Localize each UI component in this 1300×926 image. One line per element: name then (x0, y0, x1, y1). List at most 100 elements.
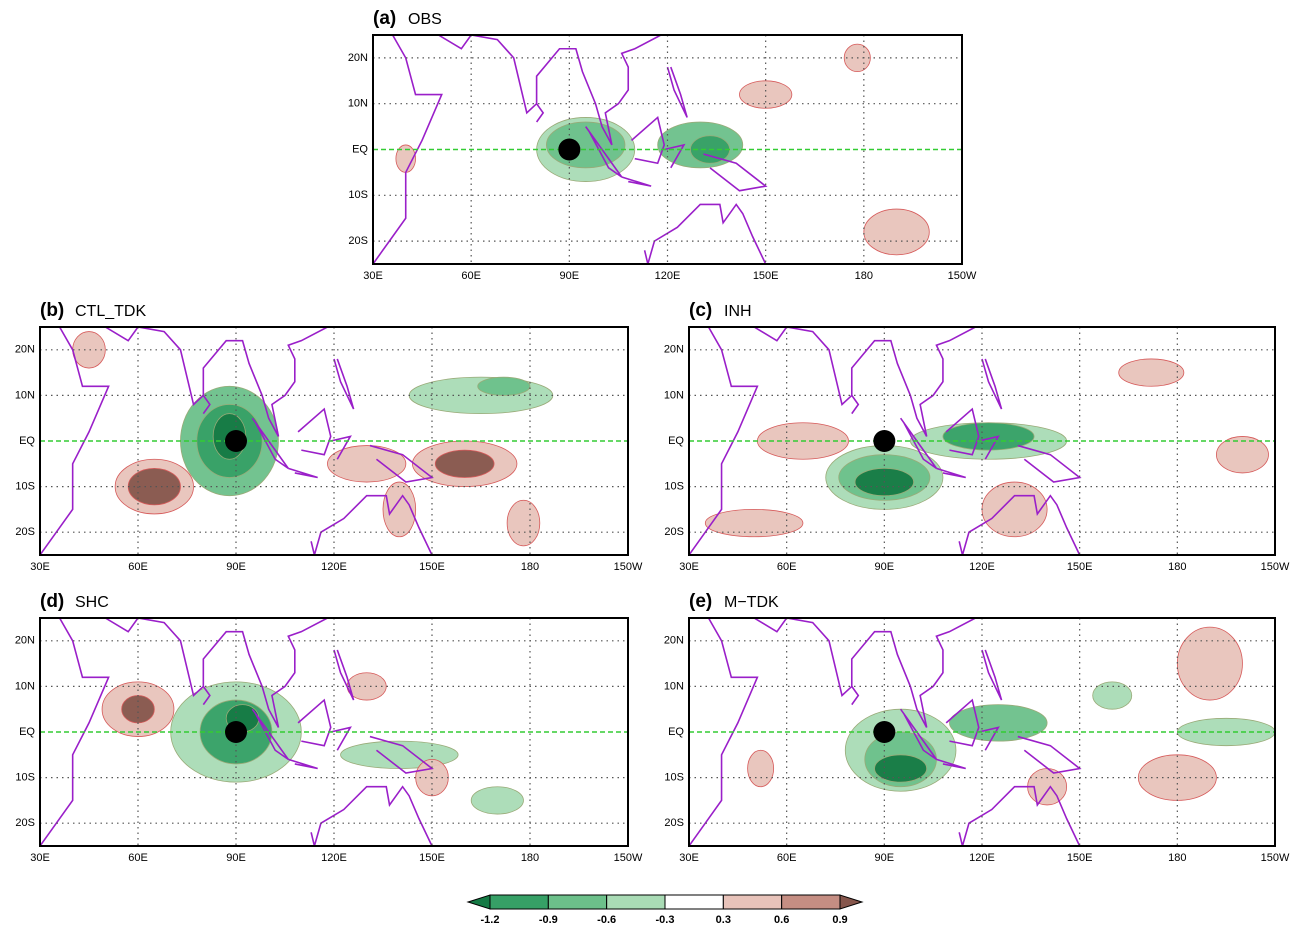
colorbar: -1.2 -0.9 -0.6 -0.3 0.3 0.6 0.9 (466, 894, 864, 926)
coastline (373, 35, 443, 264)
lon-tick-label: 150E (419, 561, 445, 573)
lon-tick-label: 180 (1168, 852, 1186, 864)
anomaly-contour (942, 422, 1035, 451)
coastline (753, 327, 976, 437)
coastline (1017, 444, 1082, 483)
panel-title: OBS (408, 11, 442, 28)
lat-tick-label: EQ (19, 435, 35, 447)
coastline (958, 494, 1081, 555)
lat-tick-label: 10S (15, 772, 35, 784)
coastline (104, 618, 328, 728)
anomaly-contour (981, 481, 1048, 538)
coastline (40, 327, 110, 555)
coastline (330, 726, 352, 751)
lon-tick-label: 150E (419, 852, 445, 864)
lat-tick-label: 20N (15, 635, 35, 647)
anomaly-contour (506, 499, 541, 547)
coastline (40, 618, 110, 846)
panel-title: CTL_TDK (75, 303, 146, 320)
lon-tick-label: 90E (226, 561, 246, 573)
lat-tick-label: EQ (19, 726, 35, 738)
coastline (310, 494, 433, 555)
coastline (981, 358, 1003, 410)
coastline (202, 685, 211, 706)
lon-tick-label: 30E (363, 270, 383, 282)
reference-point (873, 721, 896, 743)
lat-tick-label: EQ (668, 435, 684, 447)
colorbar-segment (664, 894, 724, 910)
lon-tick-label: 60E (461, 270, 481, 282)
map-content (373, 35, 962, 264)
lat-tick-label: 20S (348, 235, 368, 247)
lon-tick-label: 150W (1261, 852, 1290, 864)
panel-title: SHC (75, 594, 109, 611)
lat-tick-label: 10N (348, 98, 368, 110)
lat-tick-label: 20S (15, 526, 35, 538)
colorbar-segment (722, 894, 783, 910)
lon-tick-label: 30E (30, 852, 50, 864)
colorbar-segment (547, 894, 608, 910)
coastline (333, 649, 355, 701)
coastline (330, 435, 352, 460)
lon-tick-label: 90E (226, 852, 246, 864)
lat-tick-label: 20S (664, 817, 684, 829)
colorbar-tick-label: -0.6 (597, 914, 616, 926)
coastline (945, 407, 980, 456)
reference-point (225, 430, 247, 452)
lon-tick-label: 90E (560, 270, 580, 282)
colorbar-tick-label: -0.3 (656, 914, 675, 926)
coastline (630, 115, 666, 165)
anomaly-contour (874, 754, 928, 783)
anomaly-contour (1216, 436, 1269, 474)
lat-tick-label: 20N (664, 344, 684, 356)
coastline (1017, 735, 1082, 774)
anomaly-contour (477, 376, 531, 396)
map-content (40, 327, 628, 555)
map-frame (688, 617, 1276, 847)
anomaly-contour (739, 80, 793, 109)
coastline (438, 35, 662, 146)
panel-label: (e) (689, 591, 712, 612)
coastline (753, 618, 976, 728)
lat-tick-label: 20S (15, 817, 35, 829)
lat-tick-label: EQ (668, 726, 684, 738)
lon-tick-label: 60E (128, 561, 148, 573)
lat-tick-label: 10S (664, 481, 684, 493)
lat-tick-label: 10N (664, 680, 684, 692)
map-panel: (c) INH 30E 60E 90E 120E 150E 180 150W 20N 10N EQ 10… (664, 300, 1290, 573)
coastline (981, 649, 1003, 701)
coastline (535, 103, 545, 123)
lon-tick-label: 120E (969, 561, 995, 573)
lat-tick-label: 10S (15, 481, 35, 493)
lat-tick-label: 20N (664, 635, 684, 647)
panel-label: (d) (40, 591, 64, 612)
coastline (297, 698, 332, 747)
lon-tick-label: 150E (1067, 561, 1093, 573)
map-frame (372, 34, 963, 265)
coastline (851, 685, 860, 706)
colorbar-tick-label: 0.9 (832, 914, 847, 926)
coastline (689, 618, 759, 846)
coastline (288, 467, 318, 479)
lon-tick-label: 60E (128, 852, 148, 864)
map-content (689, 327, 1275, 555)
colorbar-tick-label: 0.6 (774, 914, 789, 926)
coastline (703, 153, 768, 192)
coastline (978, 726, 1000, 751)
lon-tick-label: 30E (30, 561, 50, 573)
anomaly-contour (72, 331, 106, 369)
colorbar-segment (466, 894, 491, 910)
lon-tick-label: 120E (321, 852, 347, 864)
colorbar-tick-label: -0.9 (539, 914, 558, 926)
lat-tick-label: 10S (664, 772, 684, 784)
coastline (851, 394, 860, 415)
coastline (369, 735, 434, 774)
lon-tick-label: 150W (1261, 561, 1290, 573)
anomaly-contour (546, 121, 626, 169)
lon-tick-label: 90E (875, 852, 895, 864)
lon-tick-label: 180 (1168, 561, 1186, 573)
anomaly-contour (434, 449, 495, 478)
lat-tick-label: 10N (15, 680, 35, 692)
coastline (288, 758, 318, 770)
